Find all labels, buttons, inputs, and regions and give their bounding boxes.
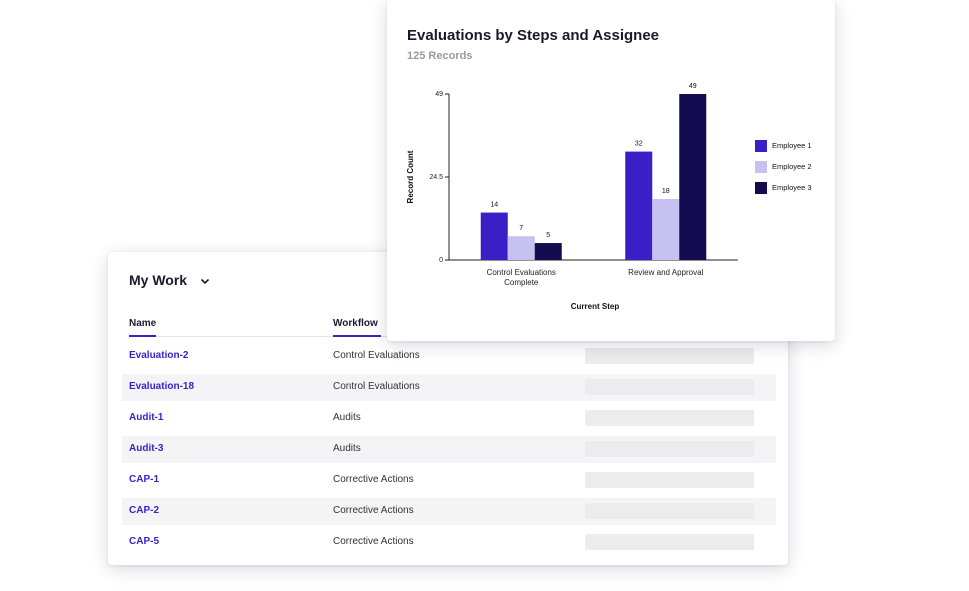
bar [625, 151, 653, 260]
legend-label: Employee 2 [772, 162, 812, 171]
placeholder-bar [585, 410, 754, 426]
placeholder-bar [585, 472, 754, 488]
column-header[interactable]: Name [129, 318, 157, 329]
value-label: 7 [519, 225, 523, 232]
x-tick-label: Control Evaluations Complete [486, 268, 556, 287]
bar [679, 94, 707, 260]
record-link[interactable]: Audit-1 [129, 412, 164, 423]
record-link[interactable]: Audit-3 [129, 443, 164, 454]
legend-swatch [755, 182, 767, 194]
y-tick-label: 49 [435, 91, 443, 98]
placeholder-bar [585, 379, 754, 395]
chart-title: Evaluations by Steps and Assignee [407, 27, 659, 44]
record-link[interactable]: CAP-2 [129, 505, 160, 516]
x-axis-label: Current Step [571, 302, 620, 311]
bar [652, 199, 680, 260]
header-underline [129, 335, 156, 337]
bar [534, 243, 562, 260]
workflow-cell: Corrective Actions [333, 505, 414, 516]
workflow-cell: Control Evaluations [333, 381, 420, 392]
column-header[interactable]: Workflow [333, 318, 378, 329]
legend-label: Employee 1 [772, 141, 812, 150]
record-link[interactable]: CAP-5 [129, 536, 160, 547]
placeholder-bar [585, 503, 754, 519]
workflow-cell: Corrective Actions [333, 536, 414, 547]
y-tick-label: 0 [439, 257, 443, 264]
record-link[interactable]: CAP-1 [129, 474, 160, 485]
workflow-cell: Control Evaluations [333, 350, 420, 361]
y-axis-label: Record Count [406, 150, 415, 203]
x-tick-label: Review and Approval [628, 268, 704, 277]
legend-label: Employee 3 [772, 183, 812, 192]
bar [507, 236, 535, 260]
placeholder-bar [585, 348, 754, 364]
value-label: 14 [490, 201, 498, 208]
value-label: 49 [689, 83, 697, 90]
value-label: 18 [662, 188, 670, 195]
placeholder-bar [585, 534, 754, 550]
header-underline [333, 335, 381, 337]
workflow-cell: Corrective Actions [333, 474, 414, 485]
workflow-cell: Audits [333, 412, 361, 423]
dropdown-chevron[interactable] [200, 278, 210, 286]
value-label: 5 [546, 232, 550, 239]
value-label: 32 [635, 140, 643, 147]
bar [480, 212, 508, 260]
chart-subtitle: 125 Records [407, 50, 472, 62]
legend-swatch [755, 140, 767, 152]
legend-swatch [755, 161, 767, 173]
record-link[interactable]: Evaluation-18 [129, 381, 195, 392]
workflow-cell: Audits [333, 443, 361, 454]
placeholder-bar [585, 441, 754, 457]
chart-card: Evaluations by Steps and Assignee 125 Re… [387, 0, 835, 341]
y-tick-label: 24.5 [429, 174, 443, 181]
my-work-title[interactable]: My Work [129, 272, 188, 288]
chart: Evaluations by Steps and Assignee 125 Re… [406, 27, 812, 311]
record-link[interactable]: Evaluation-2 [129, 350, 189, 361]
